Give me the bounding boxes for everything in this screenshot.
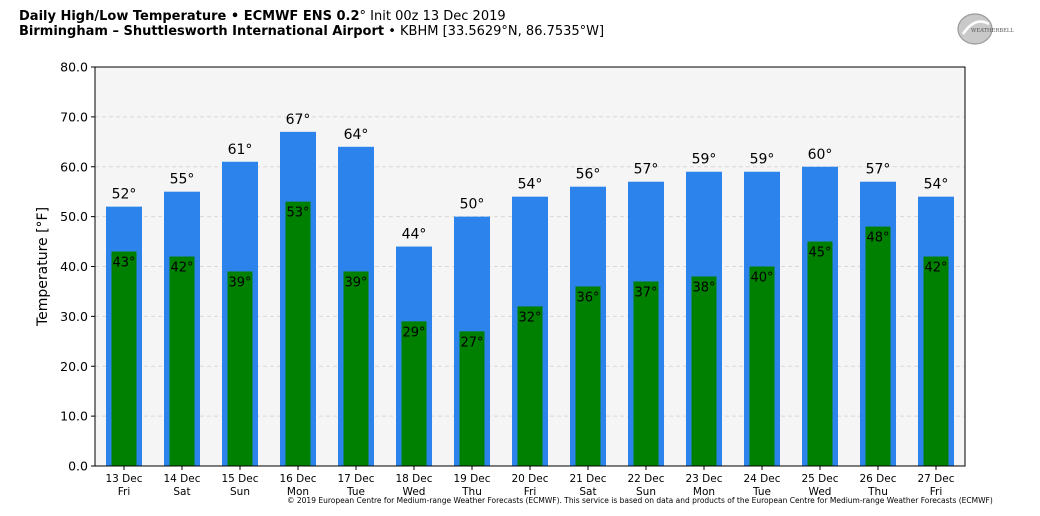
x-tick-weekday: Wed bbox=[809, 486, 832, 498]
low-value-label: 48° bbox=[866, 231, 889, 246]
low-bar bbox=[749, 266, 775, 466]
chart-header: Daily High/Low Temperature • ECMWF ENS 0… bbox=[19, 9, 604, 39]
low-bar bbox=[633, 281, 659, 466]
high-value-label: 44° bbox=[402, 227, 427, 243]
title-main: Daily High/Low Temperature • ECMWF ENS 0… bbox=[19, 9, 360, 24]
x-tick-date: 27 Dec bbox=[917, 473, 954, 485]
subtitle-location: Birmingham – Shuttlesworth International… bbox=[19, 24, 385, 39]
title-init: Init 00z 13 Dec 2019 bbox=[370, 9, 506, 24]
low-bar bbox=[691, 276, 717, 466]
chart-title: Daily High/Low Temperature • ECMWF ENS 0… bbox=[19, 9, 604, 24]
x-tick-date: 25 Dec bbox=[801, 473, 838, 485]
plot-frame bbox=[94, 66, 966, 467]
low-bar bbox=[865, 226, 891, 466]
x-tick-date: 18 Dec bbox=[395, 473, 432, 485]
high-value-label: 54° bbox=[924, 177, 949, 193]
high-value-label: 67° bbox=[286, 112, 311, 128]
x-tick-date: 16 Dec bbox=[279, 473, 316, 485]
high-value-label: 57° bbox=[634, 162, 659, 178]
x-tick-weekday: Thu bbox=[461, 486, 482, 498]
low-bar bbox=[285, 201, 311, 466]
low-value-label: 37° bbox=[634, 285, 657, 300]
x-tick-date: 17 Dec bbox=[337, 473, 374, 485]
weatherbell-logo-icon: WEATHERBELL bbox=[957, 13, 1014, 45]
low-value-label: 42° bbox=[170, 261, 193, 276]
low-value-label: 39° bbox=[228, 275, 251, 290]
x-tick-weekday: Sat bbox=[173, 486, 190, 498]
y-tick-label: 30.0 bbox=[60, 309, 88, 324]
low-value-label: 43° bbox=[112, 256, 135, 271]
x-tick-date: 23 Dec bbox=[685, 473, 722, 485]
low-bar bbox=[459, 331, 485, 466]
x-tick-date: 14 Dec bbox=[163, 473, 200, 485]
x-tick-date: 20 Dec bbox=[511, 473, 548, 485]
x-tick-weekday: Fri bbox=[524, 486, 537, 498]
low-value-label: 45° bbox=[808, 246, 831, 261]
y-tick-label: 0.0 bbox=[68, 459, 88, 474]
low-value-label: 36° bbox=[576, 290, 599, 305]
high-value-label: 57° bbox=[866, 162, 891, 178]
high-value-label: 59° bbox=[692, 152, 717, 168]
y-tick-label: 20.0 bbox=[60, 359, 88, 374]
x-tick-weekday: Tue bbox=[752, 486, 771, 498]
low-value-label: 38° bbox=[692, 280, 715, 295]
y-tick-label: 40.0 bbox=[60, 259, 88, 274]
high-value-label: 59° bbox=[750, 152, 775, 168]
low-bar bbox=[923, 256, 949, 466]
y-tick-label: 80.0 bbox=[60, 60, 88, 75]
y-tick-label: 10.0 bbox=[60, 409, 88, 424]
x-tick-weekday: Sun bbox=[230, 486, 250, 498]
high-value-label: 64° bbox=[344, 127, 369, 143]
high-value-label: 54° bbox=[518, 177, 543, 193]
low-value-label: 32° bbox=[518, 310, 541, 325]
high-value-label: 50° bbox=[460, 197, 485, 213]
y-tick-label: 60.0 bbox=[60, 159, 88, 174]
x-tick-weekday: Sat bbox=[579, 486, 596, 498]
copyright-notice: © 2019 European Centre for Medium-range … bbox=[287, 496, 993, 505]
high-value-label: 60° bbox=[808, 147, 833, 163]
x-tick-date: 21 Dec bbox=[569, 473, 606, 485]
x-tick-weekday: Fri bbox=[930, 486, 943, 498]
high-value-label: 52° bbox=[112, 187, 137, 203]
low-bar bbox=[575, 286, 601, 466]
low-bar bbox=[111, 251, 137, 466]
low-value-label: 53° bbox=[286, 206, 309, 221]
y-axis-label: Temperature [°F] bbox=[35, 207, 51, 327]
high-value-label: 56° bbox=[576, 167, 601, 183]
high-value-label: 61° bbox=[228, 142, 253, 158]
low-bar bbox=[227, 271, 253, 466]
x-tick-date: 19 Dec bbox=[453, 473, 490, 485]
x-tick-date: 24 Dec bbox=[743, 473, 780, 485]
x-tick-weekday: Fri bbox=[118, 486, 131, 498]
low-bar bbox=[343, 271, 369, 466]
low-value-label: 27° bbox=[460, 335, 483, 350]
subtitle-station: • KBHM [33.5629°N, 86.7535°W] bbox=[388, 24, 605, 39]
low-value-label: 39° bbox=[344, 275, 367, 290]
x-tick-weekday: Tue bbox=[346, 486, 365, 498]
x-tick-weekday: Mon bbox=[287, 486, 309, 498]
low-bar bbox=[517, 306, 543, 466]
high-value-label: 55° bbox=[170, 172, 195, 188]
x-tick-date: 13 Dec bbox=[105, 473, 142, 485]
y-tick-label: 70.0 bbox=[60, 109, 88, 124]
x-tick-date: 26 Dec bbox=[859, 473, 896, 485]
title-degree: ° bbox=[359, 9, 367, 24]
x-tick-date: 22 Dec bbox=[627, 473, 664, 485]
x-tick-weekday: Thu bbox=[867, 486, 888, 498]
low-value-label: 29° bbox=[402, 325, 425, 340]
low-value-label: 40° bbox=[750, 271, 773, 286]
x-tick-weekday: Mon bbox=[693, 486, 715, 498]
x-tick-weekday: Sun bbox=[636, 486, 656, 498]
low-bar bbox=[401, 321, 427, 466]
chart-subtitle: Birmingham – Shuttlesworth International… bbox=[19, 24, 604, 39]
low-value-label: 42° bbox=[924, 261, 947, 276]
low-bar bbox=[169, 256, 195, 466]
y-tick-label: 50.0 bbox=[60, 209, 88, 224]
low-bar bbox=[807, 241, 833, 466]
x-tick-date: 15 Dec bbox=[221, 473, 258, 485]
x-tick-weekday: Wed bbox=[403, 486, 426, 498]
logo-text: WEATHERBELL bbox=[971, 28, 1014, 34]
